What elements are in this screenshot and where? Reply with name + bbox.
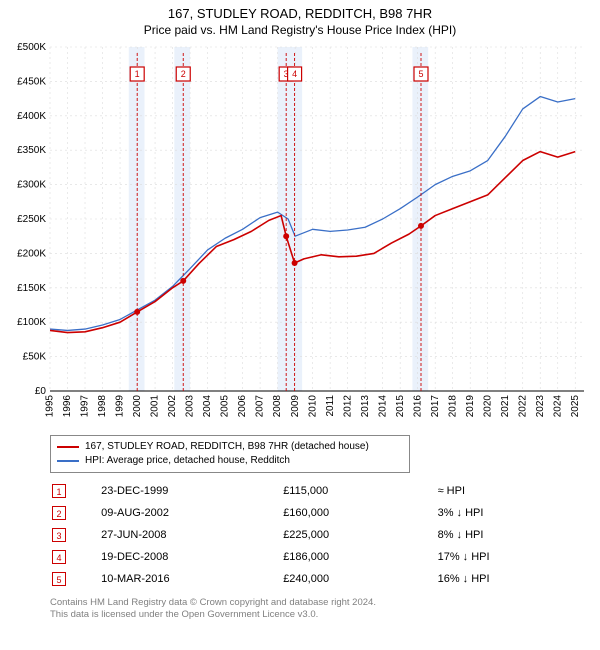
svg-text:4: 4 — [292, 69, 297, 79]
trans-date: 23-DEC-1999 — [101, 481, 281, 501]
svg-text:£500K: £500K — [17, 42, 46, 53]
legend-label: HPI: Average price, detached house, Redd… — [85, 454, 290, 468]
trans-diff: 17% ↓ HPI — [438, 547, 590, 567]
footer-line2: This data is licensed under the Open Gov… — [50, 609, 592, 621]
svg-text:2003: 2003 — [185, 395, 196, 418]
footer-line1: Contains HM Land Registry data © Crown c… — [50, 597, 592, 609]
trans-date: 19-DEC-2008 — [101, 547, 281, 567]
svg-text:£450K: £450K — [17, 76, 46, 87]
legend: 167, STUDLEY ROAD, REDDITCH, B98 7HR (de… — [50, 435, 410, 473]
trans-marker: 4 — [52, 547, 99, 567]
table-row: 327-JUN-2008£225,0008% ↓ HPI — [52, 525, 590, 545]
legend-item: 167, STUDLEY ROAD, REDDITCH, B98 7HR (de… — [57, 440, 403, 454]
legend-swatch — [57, 446, 79, 448]
svg-text:2018: 2018 — [447, 395, 458, 418]
trans-marker: 2 — [52, 503, 99, 523]
footer-attribution: Contains HM Land Registry data © Crown c… — [50, 597, 592, 622]
svg-text:2019: 2019 — [465, 395, 476, 418]
svg-text:2021: 2021 — [500, 395, 511, 418]
svg-text:2000: 2000 — [132, 395, 143, 418]
svg-text:2020: 2020 — [482, 395, 493, 418]
svg-text:2014: 2014 — [377, 395, 388, 418]
transactions-table: 123-DEC-1999£115,000≈ HPI209-AUG-2002£16… — [50, 479, 592, 591]
chart-svg: £0£50K£100K£150K£200K£250K£300K£350K£400… — [8, 41, 592, 431]
title-address: 167, STUDLEY ROAD, REDDITCH, B98 7HR — [8, 6, 592, 21]
svg-text:£150K: £150K — [17, 283, 46, 294]
table-row: 209-AUG-2002£160,0003% ↓ HPI — [52, 503, 590, 523]
title-block: 167, STUDLEY ROAD, REDDITCH, B98 7HR Pri… — [8, 6, 592, 37]
legend-label: 167, STUDLEY ROAD, REDDITCH, B98 7HR (de… — [85, 440, 369, 454]
trans-marker: 1 — [52, 481, 99, 501]
table-row: 510-MAR-2016£240,00016% ↓ HPI — [52, 569, 590, 589]
svg-text:2022: 2022 — [517, 395, 528, 418]
trans-price: £240,000 — [283, 569, 435, 589]
trans-date: 27-JUN-2008 — [101, 525, 281, 545]
svg-text:2009: 2009 — [290, 395, 301, 418]
svg-text:2001: 2001 — [150, 395, 161, 418]
chart-area: £0£50K£100K£150K£200K£250K£300K£350K£400… — [8, 41, 592, 431]
svg-text:5: 5 — [418, 69, 423, 79]
svg-text:2004: 2004 — [202, 395, 213, 418]
legend-swatch — [57, 460, 79, 462]
svg-text:1998: 1998 — [97, 395, 108, 418]
svg-text:2015: 2015 — [395, 395, 406, 418]
svg-text:2017: 2017 — [430, 395, 441, 418]
svg-text:£50K: £50K — [23, 352, 47, 363]
svg-text:2011: 2011 — [325, 395, 336, 417]
svg-text:2002: 2002 — [167, 395, 178, 418]
table-row: 123-DEC-1999£115,000≈ HPI — [52, 481, 590, 501]
trans-marker: 3 — [52, 525, 99, 545]
svg-text:1997: 1997 — [80, 395, 91, 418]
svg-text:2025: 2025 — [570, 395, 581, 418]
trans-diff: 3% ↓ HPI — [438, 503, 590, 523]
svg-text:2013: 2013 — [360, 395, 371, 418]
svg-text:2012: 2012 — [342, 395, 353, 418]
svg-text:£300K: £300K — [17, 180, 46, 191]
svg-text:2007: 2007 — [255, 395, 266, 418]
trans-diff: 16% ↓ HPI — [438, 569, 590, 589]
svg-text:1996: 1996 — [62, 395, 73, 418]
trans-marker: 5 — [52, 569, 99, 589]
trans-price: £115,000 — [283, 481, 435, 501]
svg-text:1999: 1999 — [115, 395, 126, 418]
trans-date: 09-AUG-2002 — [101, 503, 281, 523]
trans-price: £225,000 — [283, 525, 435, 545]
svg-text:2016: 2016 — [412, 395, 423, 418]
svg-text:£350K: £350K — [17, 145, 46, 156]
svg-text:2023: 2023 — [535, 395, 546, 418]
svg-text:2024: 2024 — [552, 395, 563, 418]
legend-item: HPI: Average price, detached house, Redd… — [57, 454, 403, 468]
trans-diff: 8% ↓ HPI — [438, 525, 590, 545]
trans-date: 10-MAR-2016 — [101, 569, 281, 589]
table-row: 419-DEC-2008£186,00017% ↓ HPI — [52, 547, 590, 567]
chart-container: 167, STUDLEY ROAD, REDDITCH, B98 7HR Pri… — [0, 0, 600, 650]
svg-text:£400K: £400K — [17, 111, 46, 122]
trans-diff: ≈ HPI — [438, 481, 590, 501]
trans-price: £160,000 — [283, 503, 435, 523]
svg-text:£250K: £250K — [17, 214, 46, 225]
title-subtitle: Price paid vs. HM Land Registry's House … — [8, 23, 592, 37]
svg-text:2008: 2008 — [272, 395, 283, 418]
trans-price: £186,000 — [283, 547, 435, 567]
svg-text:1: 1 — [135, 69, 140, 79]
svg-text:2005: 2005 — [220, 395, 231, 418]
svg-text:£200K: £200K — [17, 248, 46, 259]
svg-text:2010: 2010 — [307, 395, 318, 418]
svg-text:2: 2 — [181, 69, 186, 79]
svg-text:1995: 1995 — [45, 395, 56, 418]
svg-text:£100K: £100K — [17, 317, 46, 328]
svg-text:2006: 2006 — [237, 395, 248, 418]
